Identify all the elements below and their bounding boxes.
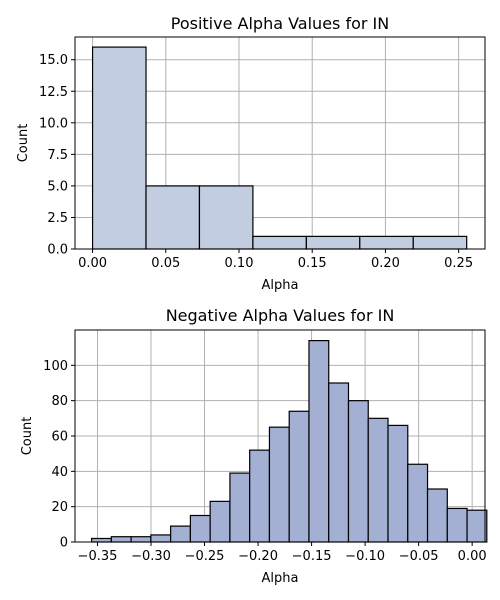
histogram-bar	[249, 449, 271, 543]
y-tick-label: 0.0	[47, 243, 68, 258]
y-tick-label: 0	[60, 536, 68, 551]
chart-title: Positive Alpha Values for IN	[171, 14, 389, 33]
histogram-bar	[387, 424, 409, 543]
histogram-bar	[130, 536, 152, 543]
y-axis-label: Count	[20, 417, 35, 456]
histogram-bar	[268, 426, 290, 543]
histogram-bar	[305, 235, 361, 250]
histogram-bar	[198, 185, 254, 250]
histogram-bar	[229, 472, 251, 543]
x-tick-label: 0.15	[298, 256, 327, 271]
histogram-bar	[110, 536, 132, 543]
y-tick-label: 7.5	[47, 148, 68, 163]
x-tick-label: −0.30	[131, 549, 171, 564]
histogram-bar	[189, 514, 211, 543]
histogram-bar	[252, 235, 307, 250]
y-tick-label: 60	[51, 430, 68, 445]
x-tick-label: −0.35	[78, 549, 118, 564]
histogram-bar	[446, 507, 468, 543]
histogram-bar	[170, 525, 191, 543]
x-tick-label: 0.05	[151, 256, 180, 271]
positive-alpha-histogram: Positive Alpha Values for IN 0.00 0.05 0.1…	[16, 14, 486, 293]
x-tick-label: 0.10	[225, 256, 254, 271]
histogram-bar	[90, 537, 112, 543]
negative-alpha-histogram: Negative Alpha Values for IN −0.35 −0.30−…	[20, 306, 488, 586]
y-axis-label: Count	[16, 124, 31, 163]
histogram-bar	[407, 463, 429, 543]
histogram-bar	[308, 340, 330, 543]
x-tick-label: 0.25	[444, 256, 473, 271]
x-axis-label: Alpha	[262, 278, 299, 293]
histogram-bar	[466, 509, 488, 543]
chart-title: Negative Alpha Values for IN	[166, 306, 395, 325]
histogram-bar	[328, 382, 350, 543]
histogram-bar	[367, 417, 389, 543]
x-tick-label: −0.25	[185, 549, 225, 564]
x-tick-label: −0.20	[238, 549, 278, 564]
x-tick-label: 0.20	[371, 256, 400, 271]
y-tick-label: 5.0	[47, 179, 68, 194]
histogram-bar	[145, 185, 201, 250]
y-tick-label: 80	[51, 394, 68, 409]
histogram-bar	[412, 235, 468, 250]
y-tick-label: 10.0	[39, 116, 68, 131]
x-tick-label: −0.15	[292, 549, 332, 564]
x-tick-label: −0.05	[399, 549, 439, 564]
histogram-bar	[359, 235, 414, 250]
histogram-bar	[288, 410, 310, 543]
y-tick-label: 12.5	[39, 85, 68, 100]
plot-frame	[74, 36, 486, 250]
x-tick-label: 0.00	[78, 256, 107, 271]
histogram-bar	[91, 46, 147, 250]
histogram-bar	[209, 500, 231, 543]
histogram-bar	[347, 400, 369, 543]
y-tick-label: 40	[51, 465, 68, 480]
y-tick-label: 2.5	[47, 211, 68, 226]
x-tick-label: −0.10	[345, 549, 385, 564]
y-tick-label: 20	[51, 500, 68, 515]
x-axis-label: Alpha	[262, 571, 299, 586]
histogram-bar	[426, 488, 448, 543]
x-tick-label: 0.00	[458, 549, 487, 564]
histogram-bar	[150, 534, 172, 543]
y-tick-label: 15.0	[39, 53, 68, 68]
y-tick-label: 100	[43, 359, 68, 374]
